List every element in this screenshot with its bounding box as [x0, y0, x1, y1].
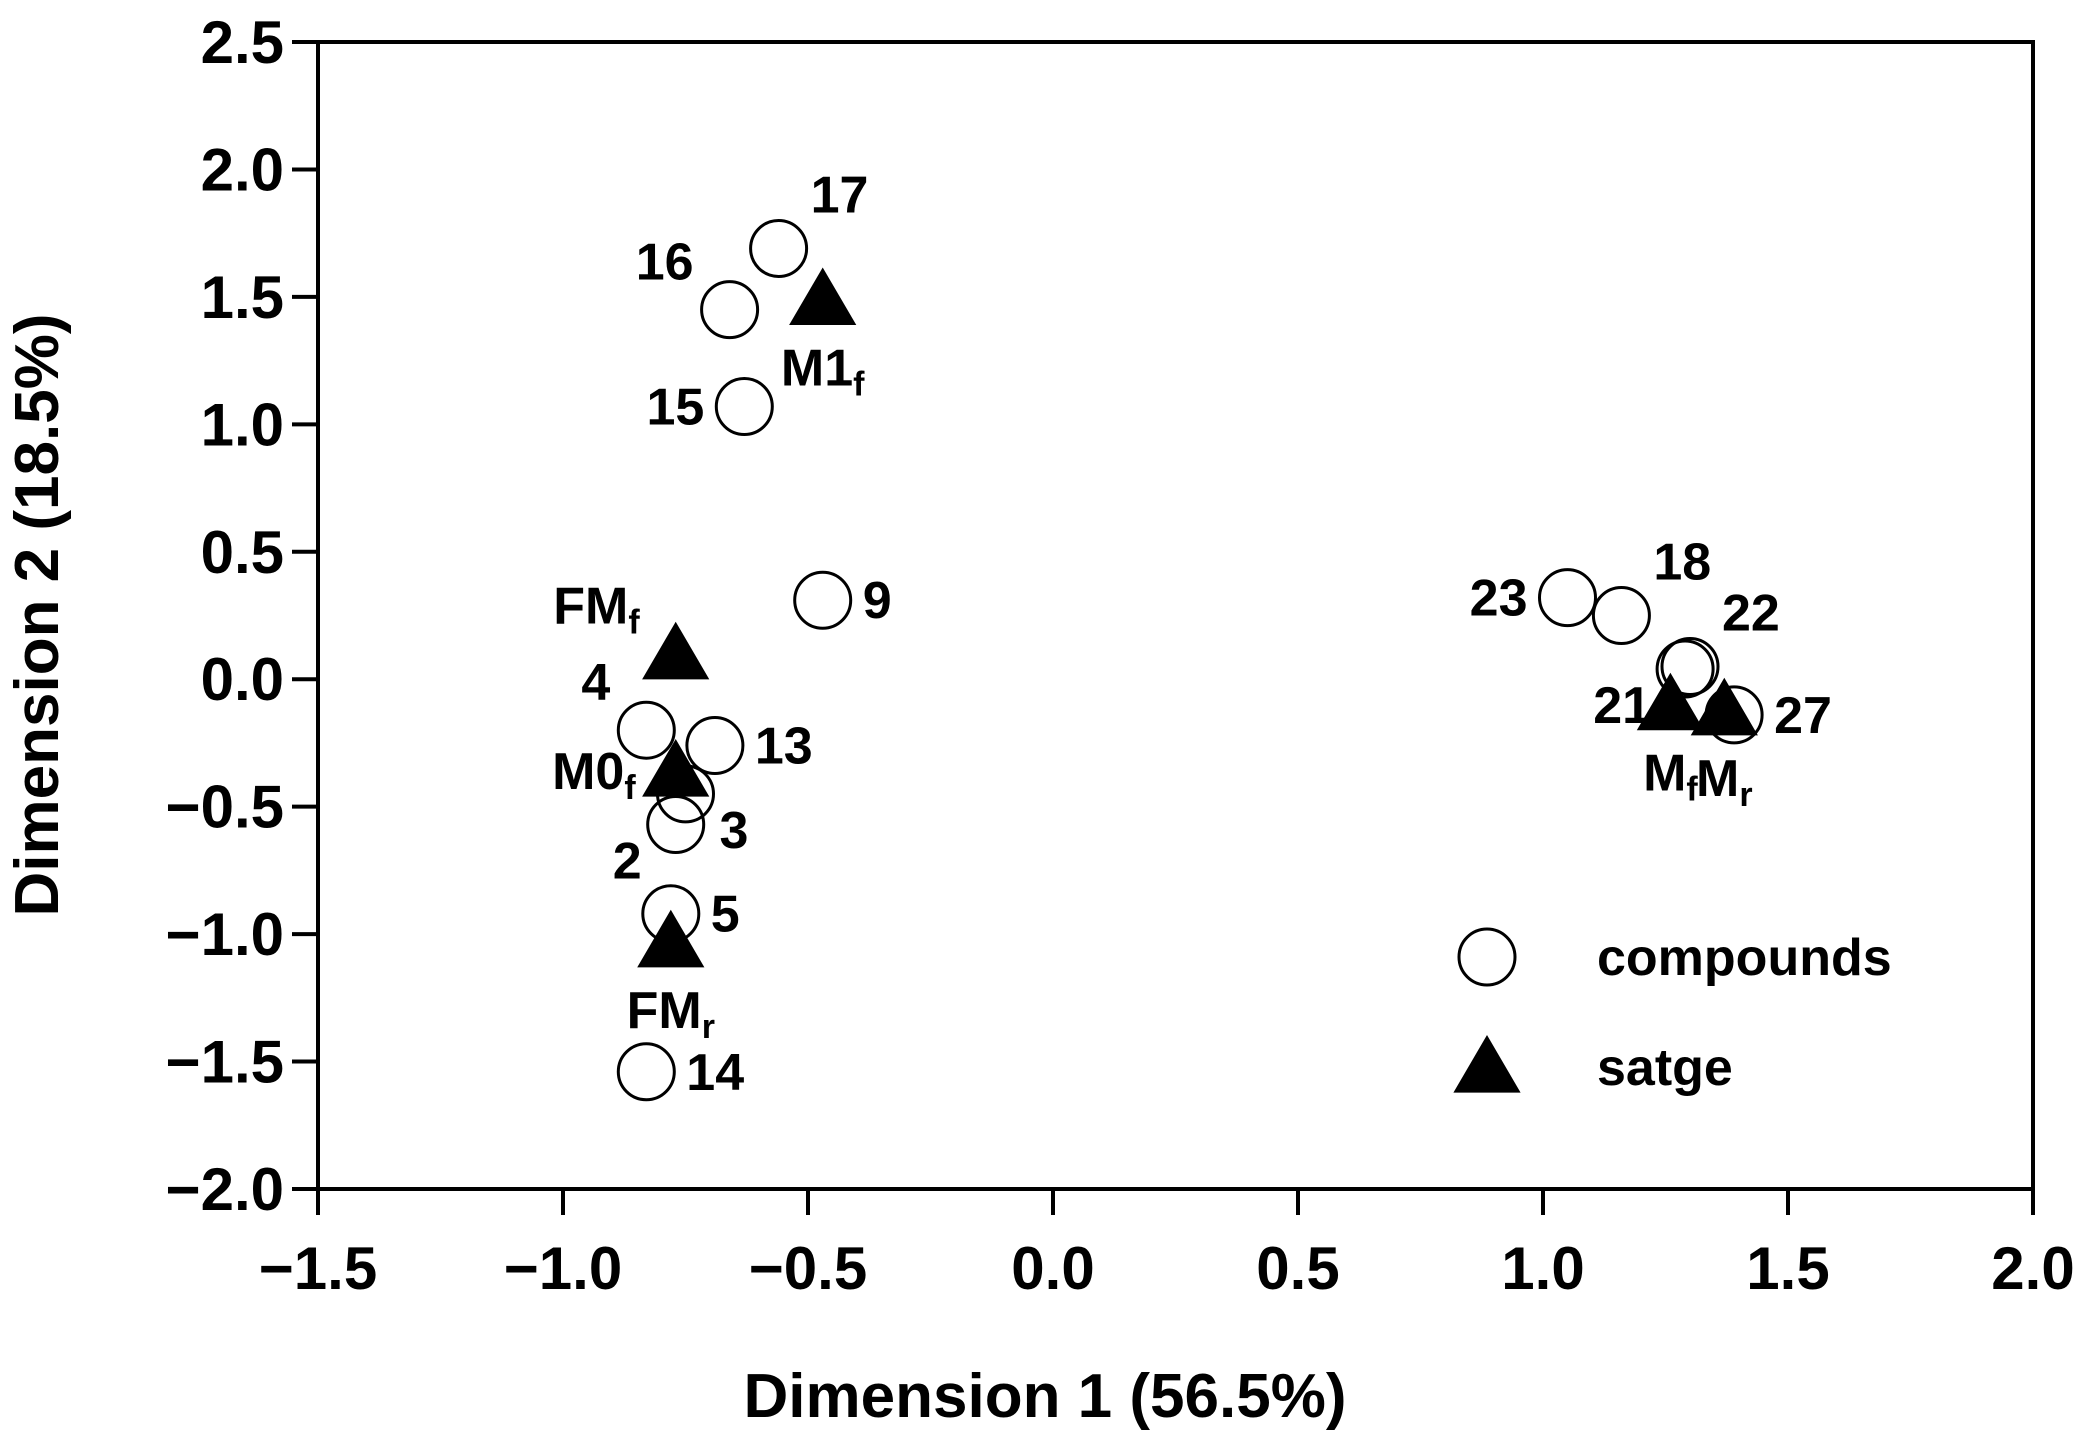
- compound-point-23: [1538, 568, 1597, 628]
- y-tick-label: 0.5: [201, 519, 284, 586]
- stage-label-FMr: FMr: [627, 982, 715, 1046]
- x-tick-label: −1.0: [504, 1235, 622, 1302]
- compound-label-17: 17: [811, 166, 869, 224]
- stage-label-M0f: M0f: [552, 743, 636, 807]
- y-tick-label: −1.0: [166, 901, 284, 968]
- plot-area-frame: [316, 40, 2035, 1191]
- compound-label-4: 4: [581, 654, 610, 712]
- compound-label-21: 21: [1593, 677, 1651, 735]
- compound-point-18: [1591, 586, 1651, 645]
- compound-label-9: 9: [863, 572, 892, 630]
- compound-point-13: [685, 715, 745, 775]
- y-tick-label: 2.5: [201, 9, 284, 76]
- legend-circle-icon: [1457, 927, 1517, 987]
- compound-label-15: 15: [646, 378, 704, 436]
- stage-label-M1f: M1f: [781, 339, 865, 403]
- y-axis-title: Dimension 2 (18.5%): [3, 314, 72, 917]
- compound-point-9: [793, 570, 853, 630]
- compound-point-2: [646, 795, 706, 855]
- x-tick-label: 2.0: [1991, 1235, 2074, 1302]
- stage-point-FMf: [642, 621, 710, 680]
- x-tick-label: −1.5: [259, 1235, 377, 1302]
- stage-label-FMf: FMf: [553, 578, 640, 642]
- x-tick-label: 1.0: [1501, 1235, 1584, 1302]
- y-tick-label: 0.0: [201, 646, 284, 713]
- compound-point-17: [749, 218, 809, 278]
- compound-label-3: 3: [720, 802, 749, 860]
- stage-label-subscript: f: [853, 365, 865, 403]
- y-tick-label: −1.5: [166, 1029, 284, 1096]
- compound-point-16: [700, 280, 760, 340]
- y-tick-label: −0.5: [166, 774, 284, 841]
- x-tick-label: −0.5: [749, 1235, 867, 1302]
- y-tick-label: 1.5: [201, 264, 284, 331]
- stage-label-subscript: r: [1739, 776, 1752, 814]
- y-axis: −2.0 −1.5 −1.0 −0.5 0.0 0.5 1.0 1.5 2.0 2.5: [166, 9, 318, 1223]
- x-axis-title: Dimension 1 (56.5%): [744, 1362, 1347, 1431]
- stage-label-Mr: Mr: [1696, 750, 1753, 814]
- compound-point-21: [1655, 639, 1715, 699]
- compound-label-2: 2: [613, 833, 642, 891]
- x-axis: −1.5 −1.0 −0.5 0.0 0.5 1.0 1.5 2.0: [259, 1189, 2075, 1302]
- legend-label-satge: satge: [1597, 1039, 1733, 1097]
- compound-point-22: [1660, 636, 1720, 696]
- stage-label-Mf: Mf: [1643, 745, 1698, 809]
- compound-point-4: [616, 700, 676, 760]
- stage-point-M1f: [789, 267, 857, 326]
- compound-point-15: [714, 376, 774, 436]
- y-tick-label: −2.0: [166, 1156, 284, 1223]
- compound-label-14: 14: [686, 1044, 744, 1102]
- x-tick-label: 1.5: [1746, 1235, 1829, 1302]
- compound-label-18: 18: [1653, 534, 1711, 592]
- stage-point-M0f: [642, 738, 710, 797]
- legend-label-compounds: compounds: [1597, 929, 1892, 987]
- stage-label-subscript: r: [702, 1008, 715, 1046]
- stage-point-Mf: [1636, 672, 1704, 731]
- stage-label-subscript: f: [624, 769, 636, 807]
- stage-label-subscript: f: [628, 604, 640, 642]
- y-tick-label: 1.0: [201, 391, 284, 458]
- stage-point-Mr: [1690, 677, 1758, 736]
- x-tick-label: 0.5: [1256, 1235, 1339, 1302]
- stage-point-FMr: [637, 909, 705, 968]
- y-tick-label: 2.0: [201, 136, 284, 203]
- compound-label-5: 5: [711, 886, 740, 944]
- legend: compounds satge: [1453, 927, 1892, 1097]
- compound-label-16: 16: [636, 234, 694, 292]
- compound-point-14: [616, 1042, 676, 1102]
- compound-label-27: 27: [1774, 687, 1832, 745]
- compound-label-13: 13: [755, 717, 813, 775]
- x-tick-label: 0.0: [1011, 1235, 1094, 1302]
- legend-triangle-icon: [1453, 1035, 1521, 1093]
- stage-label-subscript: f: [1686, 771, 1698, 809]
- compound-label-23: 23: [1470, 570, 1528, 628]
- compound-label-22: 22: [1722, 584, 1780, 642]
